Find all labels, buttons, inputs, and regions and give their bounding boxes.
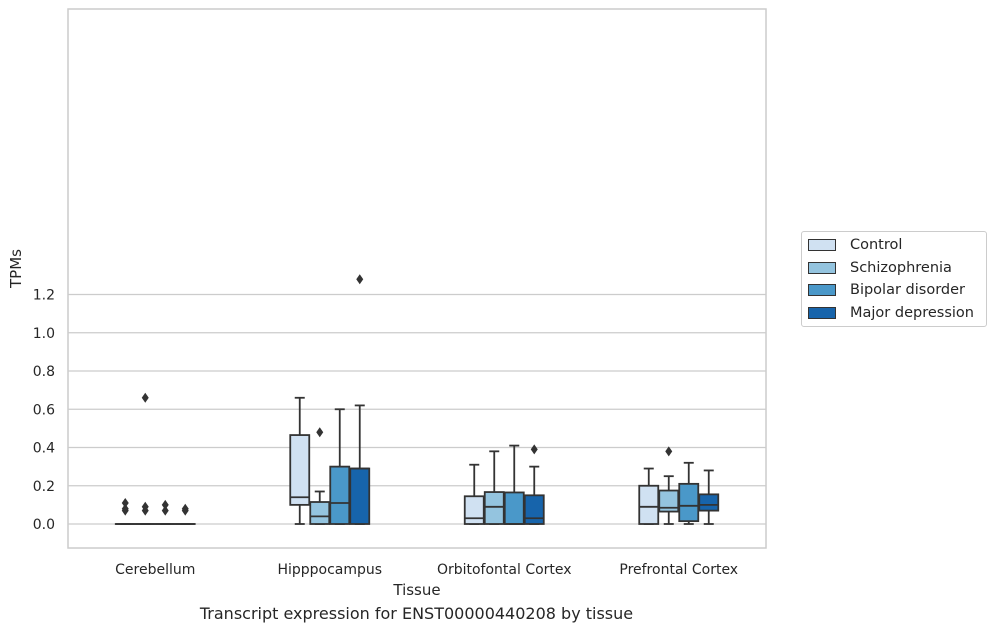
box [503,491,525,525]
box [658,489,680,513]
legend-item: Schizophrenia [808,258,952,278]
legend-label: Schizophrenia [850,259,952,276]
y-tick-label: 0.2 [33,479,55,495]
outlier-point [121,497,129,508]
x-tick-label: Prefrontal Cortex [619,562,738,578]
box [349,467,371,525]
y-tick-label: 1.0 [33,326,55,342]
y-tick-label: 0.8 [33,364,55,380]
outlier-point [161,505,169,516]
box [698,493,720,512]
outlier-point [121,503,129,514]
outlier-point [356,274,364,285]
y-tick-label: 1.2 [33,288,55,304]
legend-item: Major depression [808,303,974,323]
legend-label: Major depression [850,304,974,321]
box [483,491,505,525]
legend-item: Bipolar disorder [808,280,965,300]
x-tick-label: Cerebellum [115,562,195,578]
outlier-point [161,499,169,510]
y-tick-label: 0.4 [33,441,55,457]
x-axis-label: Tissue [392,581,440,599]
outlier-point [141,392,149,403]
legend-swatch [808,306,836,319]
box [638,484,660,525]
x-tick-label: Orbitofontal Cortex [437,562,572,578]
y-axis-label: TPMs [7,249,25,289]
outlier-point [181,503,189,514]
box [463,495,485,525]
legend-swatch [808,261,836,274]
chart-legend: Control Schizophrenia Bipolar disorder Majo… [801,231,987,327]
legend-label: Bipolar disorder [850,282,965,298]
outlier-point [141,501,149,512]
outlier-point [530,444,538,455]
plot-frame [67,8,767,549]
box [523,494,545,525]
box [309,501,331,525]
chart-caption: Transcript expression for ENST0000044020… [199,604,634,623]
box [329,465,351,525]
x-tick-label: Hipppocampus [277,562,382,578]
outlier-point [665,446,673,457]
legend-swatch [808,239,836,251]
y-tick-label: 0.0 [33,517,55,533]
y-tick-label: 0.6 [33,402,55,418]
legend-swatch [808,284,836,296]
legend-item: Control [808,235,902,255]
box [678,482,700,523]
outlier-point [316,427,324,438]
legend-label: Control [850,237,903,253]
box [289,434,311,506]
